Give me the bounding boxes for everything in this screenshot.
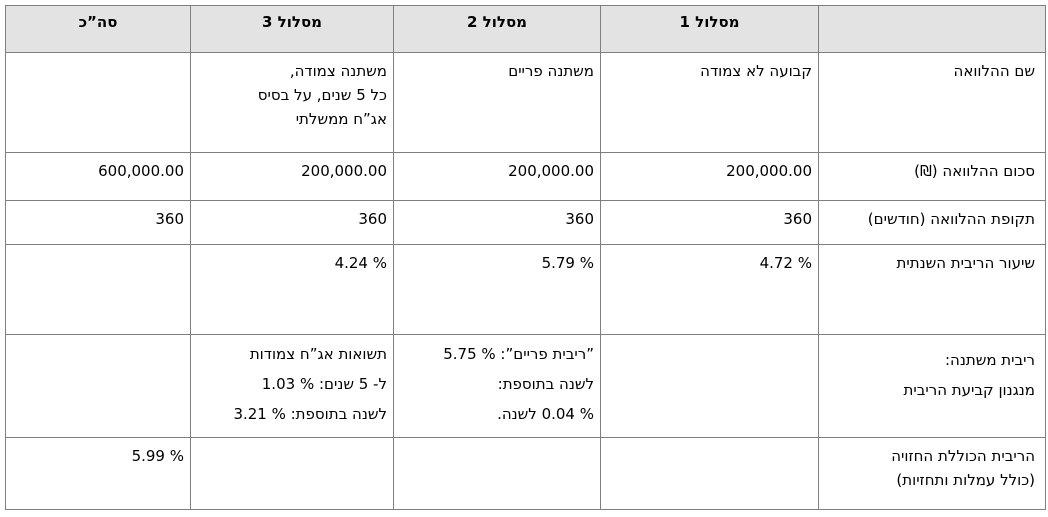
value-cell <box>600 437 819 510</box>
cell-text: 200,000.00 <box>508 162 594 180</box>
cell-text: לשנה בתוספת: <box>497 375 594 393</box>
row-label-cell: סכום ההלוואה (₪) <box>818 152 1046 201</box>
value-cell <box>5 334 191 438</box>
header-cell: מסלול 1 <box>600 5 819 53</box>
value-cell <box>5 52 191 153</box>
cell-text: משתנה צמודה, <box>289 62 387 80</box>
value-cell: תשואות אג”ח צמודות ל- 5 שנים: % 1.03 לשנה … <box>190 334 394 438</box>
row-label-text: (כולל עמלות ותחזיות) <box>896 471 1035 489</box>
row-label-text: שיעור הריבית השנתית <box>896 254 1035 272</box>
cell-text: ל- 5 שנים: % 1.03 <box>261 375 387 393</box>
header-cell: סה”כ <box>5 5 191 53</box>
row-label-text: שם ההלוואה <box>953 62 1035 80</box>
cell-text: 600,000.00 <box>98 162 184 180</box>
row-label-cell: ריבית משתנה: מנגנון קביעת הריבית <box>818 334 1046 438</box>
value-cell: 360 <box>393 200 601 245</box>
value-cell: 600,000.00 <box>5 152 191 201</box>
cell-text: 200,000.00 <box>726 162 812 180</box>
header-row: מסלול 1 מסלול 2 מסלול 3 סה”כ <box>5 5 1046 53</box>
value-cell: % 4.24 <box>190 244 394 335</box>
loan-table: מסלול 1 מסלול 2 מסלול 3 סה”כ שם ההלוואה ק… <box>5 5 1046 510</box>
row-label-cell: שיעור הריבית השנתית <box>818 244 1046 335</box>
table-row: ריבית משתנה: מנגנון קביעת הריבית ”ריבית פר… <box>5 334 1046 438</box>
value-cell: 200,000.00 <box>600 152 819 201</box>
cell-text: לשנה בתוספת: % 3.21 <box>233 405 387 423</box>
value-cell: 360 <box>600 200 819 245</box>
header-cell <box>818 5 1046 53</box>
value-cell <box>600 334 819 438</box>
value-cell: 200,000.00 <box>393 152 601 201</box>
row-label-text: ריבית משתנה: <box>944 351 1035 369</box>
value-cell: % 5.79 <box>393 244 601 335</box>
table-row: הריבית הכוללת החזויה (כולל עמלות ותחזיות)… <box>5 437 1046 510</box>
cell-text: % 4.72 <box>759 254 812 272</box>
cell-text: משתנה פריים <box>508 62 594 80</box>
value-cell: קבועה לא צמודה <box>600 52 819 153</box>
row-label-text: מנגנון קביעת הריבית <box>903 381 1035 399</box>
value-cell: % 5.99 <box>5 437 191 510</box>
header-text: מסלול 2 <box>466 13 527 31</box>
value-cell <box>5 244 191 335</box>
row-label-cell: הריבית הכוללת החזויה (כולל עמלות ותחזיות) <box>818 437 1046 510</box>
row-label-cell: תקופת ההלוואה (חודשים) <box>818 200 1046 245</box>
row-label-text: הריבית הכוללת החזויה <box>891 447 1035 465</box>
cell-text: % 5.99 <box>131 447 184 465</box>
value-cell <box>393 437 601 510</box>
cell-text: ”ריבית פריים”: % 5.75 <box>443 345 594 363</box>
row-label-text: תקופת ההלוואה (חודשים) <box>867 210 1035 228</box>
value-cell: משתנה פריים <box>393 52 601 153</box>
cell-text: 360 <box>783 210 812 228</box>
header-cell: מסלול 2 <box>393 5 601 53</box>
row-label-text: סכום ההלוואה (₪) <box>914 162 1035 180</box>
cell-text: 360 <box>565 210 594 228</box>
table-row: תקופת ההלוואה (חודשים) 360 360 360 360 <box>5 200 1046 245</box>
cell-text: קבועה לא צמודה <box>700 62 812 80</box>
cell-text: % 0.04 לשנה. <box>497 405 594 423</box>
value-cell: ”ריבית פריים”: % 5.75 לשנה בתוספת: % 0.04 … <box>393 334 601 438</box>
cell-text: 360 <box>358 210 387 228</box>
value-cell: % 4.72 <box>600 244 819 335</box>
cell-text: 360 <box>155 210 184 228</box>
row-label-cell: שם ההלוואה <box>818 52 1046 153</box>
header-text: מסלול 1 <box>679 13 740 31</box>
cell-text: תשואות אג”ח צמודות <box>249 345 387 363</box>
header-text: סה”כ <box>78 13 118 31</box>
value-cell: 360 <box>5 200 191 245</box>
value-cell: 200,000.00 <box>190 152 394 201</box>
cell-text: 200,000.00 <box>301 162 387 180</box>
cell-text: כל 5 שנים, על בסיס <box>257 86 387 104</box>
cell-text: % 5.79 <box>541 254 594 272</box>
table-body: שם ההלוואה קבועה לא צמודה משתנה פריים משתנה… <box>5 52 1046 510</box>
header-cell: מסלול 3 <box>190 5 394 53</box>
table-row: סכום ההלוואה (₪) 200,000.00 200,000.00 200,… <box>5 152 1046 201</box>
table-row: שם ההלוואה קבועה לא צמודה משתנה פריים משתנה… <box>5 52 1046 153</box>
cell-text: אג”ח ממשלתי <box>295 110 387 128</box>
value-cell: משתנה צמודה, כל 5 שנים, על בסיס אג”ח ממשלת… <box>190 52 394 153</box>
table-row: שיעור הריבית השנתית % 4.72 % 5.79 % 4.24 <box>5 244 1046 335</box>
value-cell <box>190 437 394 510</box>
cell-text: % 4.24 <box>334 254 387 272</box>
header-text: מסלול 3 <box>261 13 322 31</box>
value-cell: 360 <box>190 200 394 245</box>
